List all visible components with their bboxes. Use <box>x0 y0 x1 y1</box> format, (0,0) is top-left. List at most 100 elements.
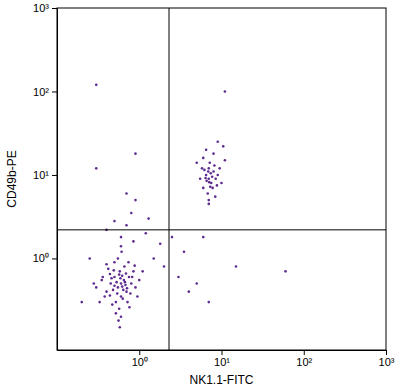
point <box>224 90 227 93</box>
point <box>92 282 95 285</box>
point <box>220 182 223 185</box>
point <box>123 265 126 268</box>
quadrant-line <box>169 8 170 350</box>
point <box>207 177 210 180</box>
point <box>195 282 198 285</box>
point <box>224 159 227 162</box>
point <box>103 295 106 298</box>
tick-label: 10⁰ <box>132 356 148 368</box>
point <box>141 270 144 273</box>
point <box>88 257 91 260</box>
tick-label: 10² <box>33 85 49 97</box>
tick: 10³ <box>379 350 395 368</box>
tick-mark <box>139 350 140 355</box>
point <box>113 285 116 288</box>
point <box>115 281 118 284</box>
point <box>171 236 174 239</box>
tick-mark <box>52 8 57 9</box>
tick-mark <box>304 350 305 355</box>
point <box>118 273 121 276</box>
point <box>214 177 217 180</box>
point <box>113 220 116 223</box>
point <box>118 307 121 310</box>
point <box>120 315 123 318</box>
tick: 10¹ <box>214 350 230 368</box>
x-axis: 10⁰ 10¹ 10² 10³ <box>58 350 395 368</box>
point <box>119 277 122 280</box>
point <box>120 282 123 285</box>
point <box>216 140 219 143</box>
axis-line <box>57 9 58 351</box>
point <box>120 236 123 239</box>
point <box>125 224 128 227</box>
point <box>118 270 121 273</box>
point <box>127 261 130 264</box>
point <box>133 264 136 267</box>
tick: 10⁰ <box>33 252 57 264</box>
point <box>144 232 147 235</box>
point <box>284 270 287 273</box>
point <box>115 301 118 304</box>
point <box>98 301 101 304</box>
tick-mark <box>222 350 223 355</box>
point <box>120 251 123 254</box>
point <box>113 261 116 264</box>
point <box>100 279 103 282</box>
point <box>199 177 202 180</box>
tick: 10⁰ <box>132 350 148 368</box>
point <box>212 170 215 173</box>
point <box>187 290 190 293</box>
point <box>128 306 131 309</box>
point <box>214 195 217 198</box>
point <box>205 174 208 177</box>
y-axis-title: CD49b-PE <box>5 150 19 207</box>
point <box>205 180 208 183</box>
point <box>121 274 124 277</box>
point <box>212 152 215 155</box>
tick-label: 10² <box>296 356 312 368</box>
plot: 10⁰10¹10²10³10⁰10¹10²10³ <box>33 2 395 368</box>
point <box>202 157 205 160</box>
point <box>117 257 120 260</box>
point <box>126 301 129 304</box>
point <box>183 251 186 254</box>
point <box>109 273 112 276</box>
point <box>202 187 205 190</box>
point <box>130 282 133 285</box>
point <box>109 282 112 285</box>
point <box>205 149 208 152</box>
tick-label: 10¹ <box>33 169 49 181</box>
point <box>95 167 98 170</box>
point <box>152 257 155 260</box>
point <box>216 174 219 177</box>
point <box>208 161 211 164</box>
quadrant-line <box>57 229 386 230</box>
point <box>209 186 212 189</box>
point <box>134 199 137 202</box>
point <box>209 172 212 175</box>
point <box>195 161 198 164</box>
point <box>128 276 131 279</box>
point <box>132 240 135 243</box>
point <box>80 301 83 304</box>
point <box>118 326 121 329</box>
point <box>95 84 98 87</box>
point <box>113 276 116 279</box>
point <box>211 176 214 179</box>
point <box>117 319 120 322</box>
tick-mark <box>52 175 57 176</box>
tick: 10¹ <box>33 169 57 181</box>
tick-label: 10⁰ <box>33 252 49 264</box>
point <box>120 245 123 248</box>
point <box>207 203 210 206</box>
point <box>177 276 180 279</box>
point <box>130 212 133 215</box>
point <box>222 145 225 148</box>
tick-mark <box>52 91 57 92</box>
tick-mark <box>386 350 387 355</box>
point <box>216 184 219 187</box>
point <box>208 181 211 184</box>
y-axis: 10⁰10¹10²10³ <box>33 2 58 350</box>
point <box>211 187 214 190</box>
point <box>107 268 110 271</box>
